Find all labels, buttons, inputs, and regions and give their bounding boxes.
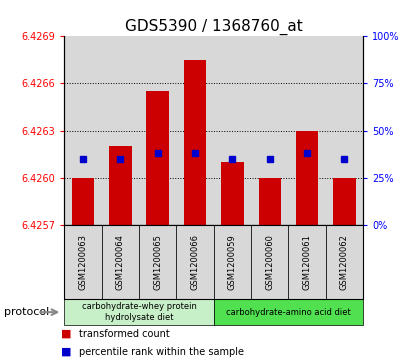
Bar bbox=[259, 178, 281, 225]
Text: GSM1200063: GSM1200063 bbox=[78, 234, 88, 290]
Bar bbox=[109, 146, 132, 225]
Bar bbox=[214, 36, 251, 225]
Bar bbox=[296, 131, 318, 225]
Text: GSM1200060: GSM1200060 bbox=[265, 234, 274, 290]
Text: GSM1200066: GSM1200066 bbox=[190, 234, 200, 290]
Bar bbox=[221, 162, 244, 225]
Bar bbox=[176, 36, 214, 225]
Bar bbox=[102, 36, 139, 225]
Bar bbox=[333, 178, 356, 225]
Text: GSM1200059: GSM1200059 bbox=[228, 234, 237, 290]
Text: GSM1200065: GSM1200065 bbox=[153, 234, 162, 290]
Text: ■: ■ bbox=[61, 329, 72, 339]
Bar bbox=[251, 36, 288, 225]
Bar bbox=[139, 36, 176, 225]
Text: ■: ■ bbox=[61, 347, 72, 357]
Bar bbox=[64, 36, 102, 225]
Bar bbox=[326, 36, 363, 225]
Text: GSM1200064: GSM1200064 bbox=[116, 234, 125, 290]
Bar bbox=[184, 60, 206, 225]
Text: carbohydrate-amino acid diet: carbohydrate-amino acid diet bbox=[226, 308, 351, 317]
Text: percentile rank within the sample: percentile rank within the sample bbox=[79, 347, 244, 357]
Text: protocol: protocol bbox=[4, 307, 49, 317]
Text: carbohydrate-whey protein
hydrolysate diet: carbohydrate-whey protein hydrolysate di… bbox=[82, 302, 196, 322]
Bar bbox=[146, 91, 169, 225]
Text: GSM1200061: GSM1200061 bbox=[303, 234, 312, 290]
Text: GSM1200062: GSM1200062 bbox=[340, 234, 349, 290]
Bar bbox=[288, 36, 326, 225]
Text: transformed count: transformed count bbox=[79, 329, 170, 339]
Bar bbox=[72, 178, 94, 225]
Title: GDS5390 / 1368760_at: GDS5390 / 1368760_at bbox=[125, 19, 303, 35]
